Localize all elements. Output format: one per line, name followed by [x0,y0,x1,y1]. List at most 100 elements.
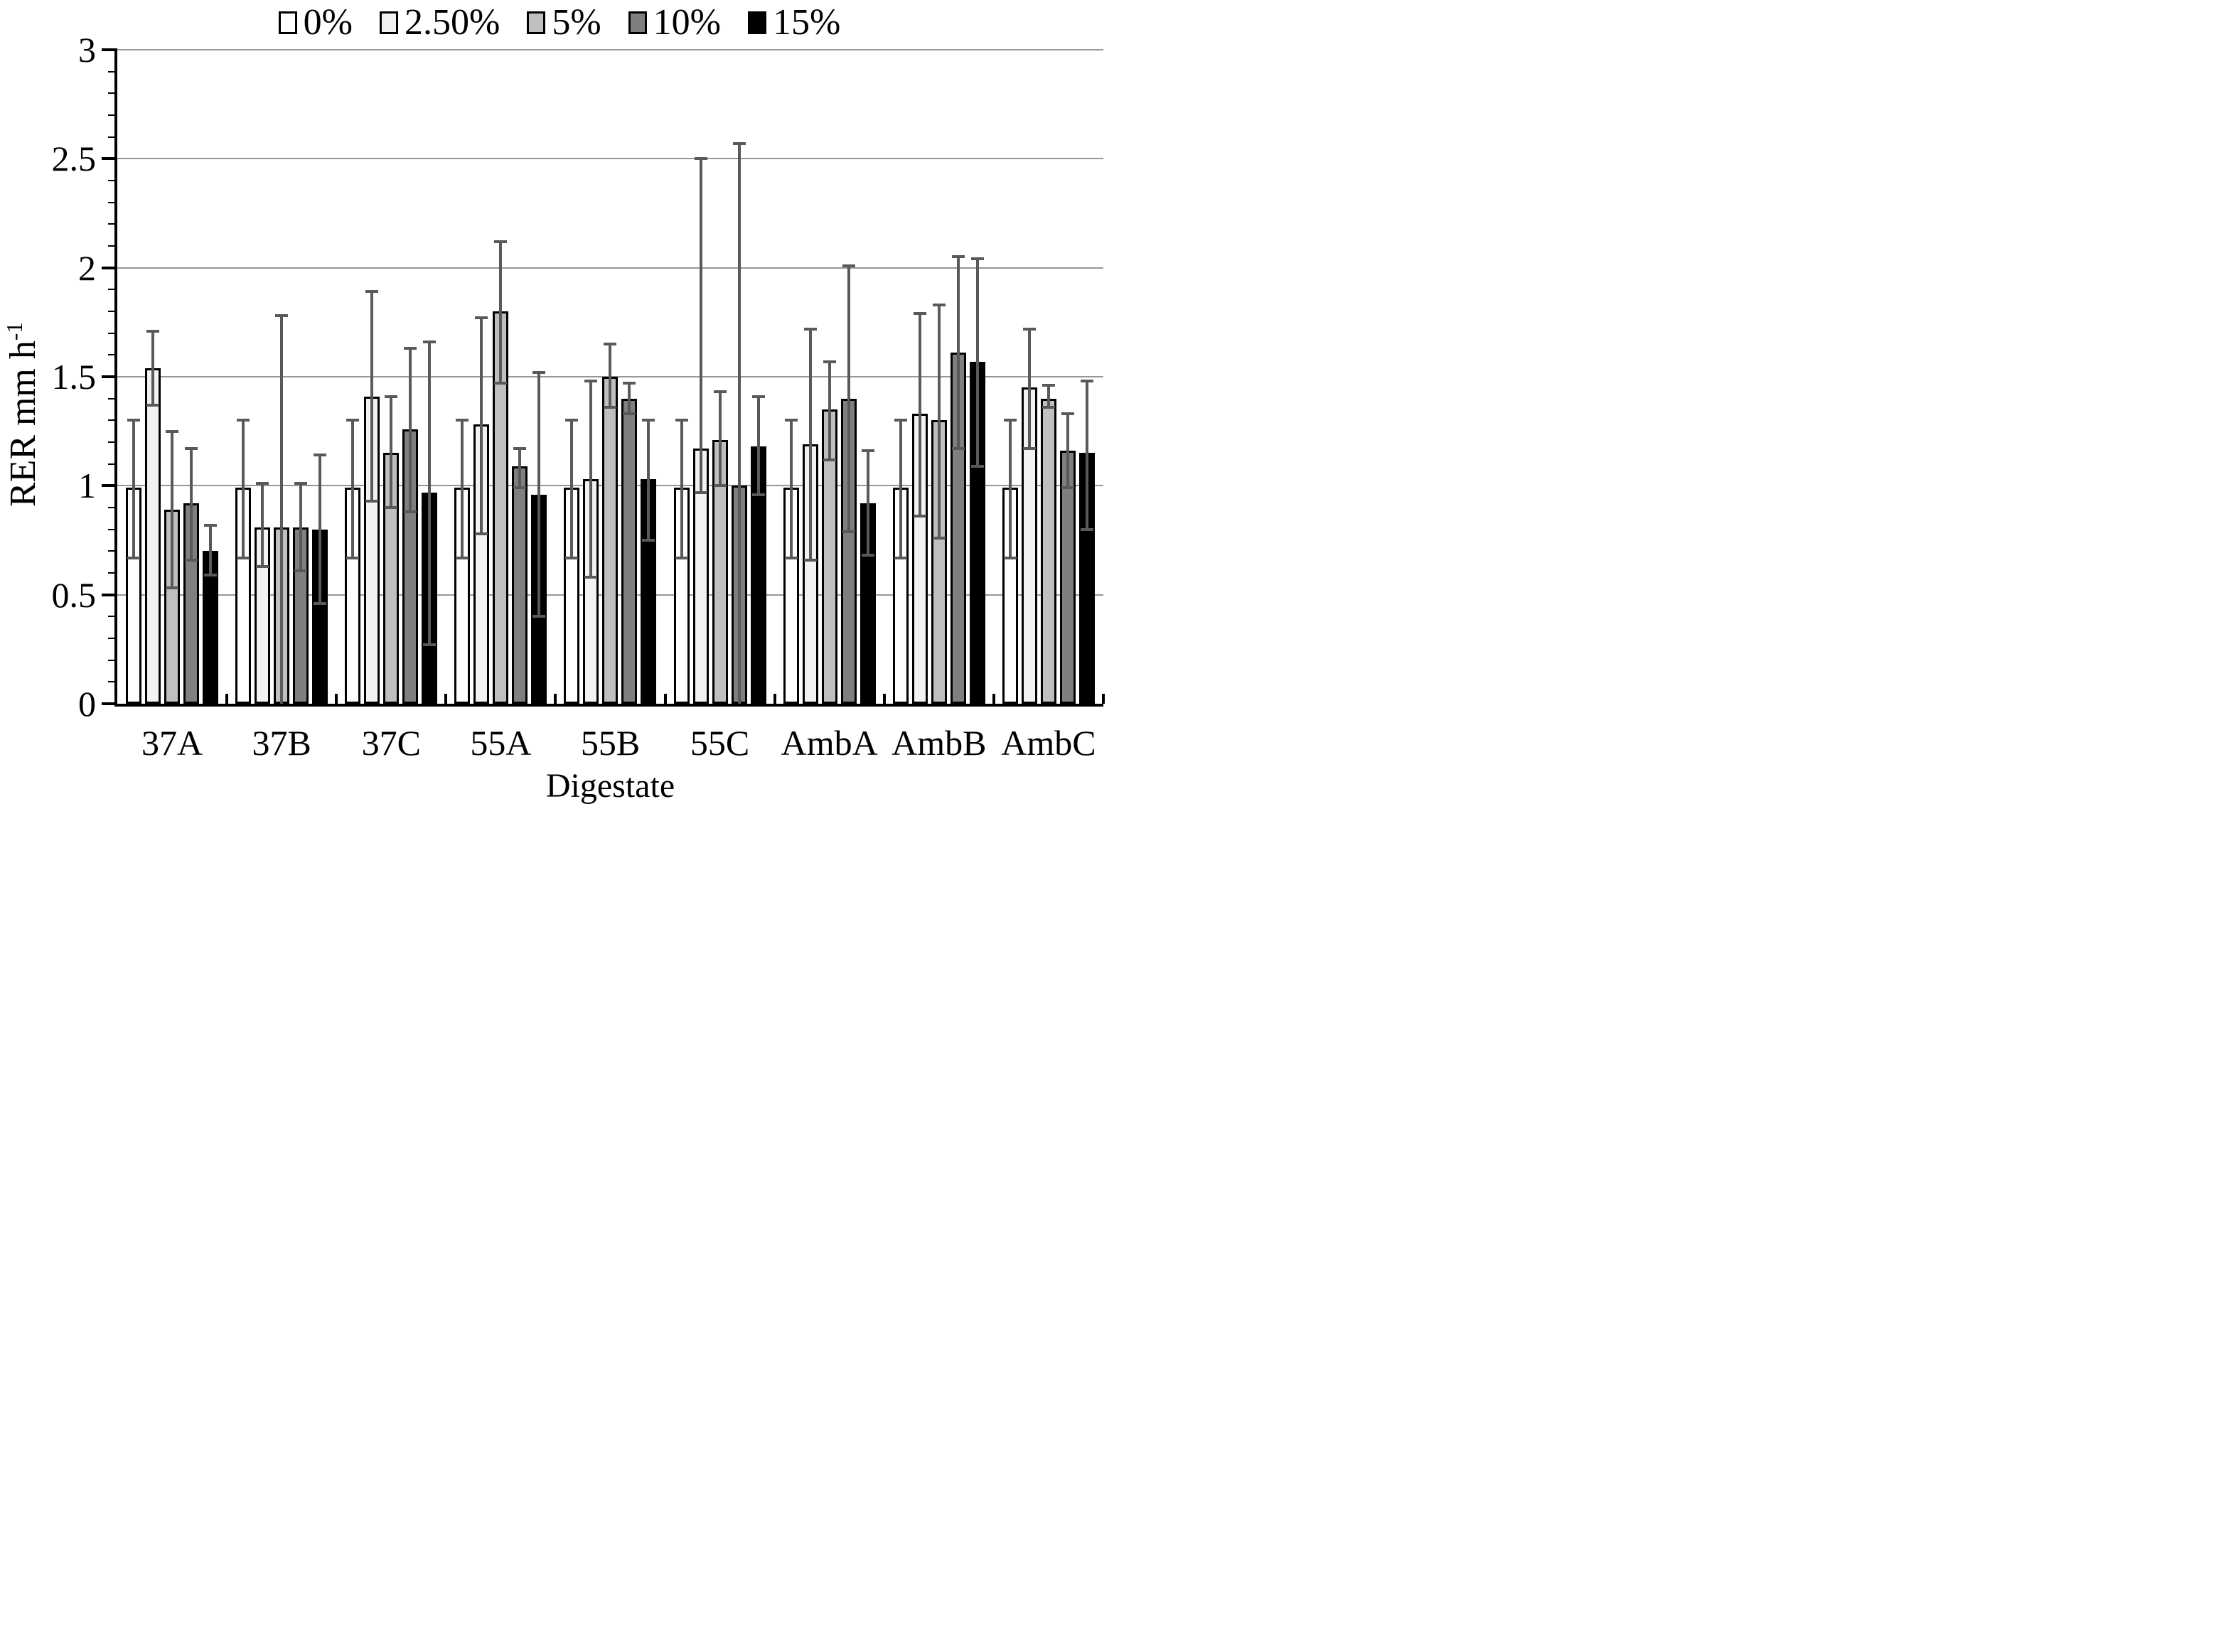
error-bar-top-cap [237,419,250,422]
error-bar-bottom-cap [713,484,727,488]
y-axis-title-superscript: -1 [1,322,27,341]
error-bar-bottom-cap [204,574,218,577]
error-bar [628,383,631,414]
error-bar-bottom-cap [346,556,360,559]
error-bar [409,348,412,513]
x-tick-label-37C: 37C [361,723,421,763]
error-bar-top-cap [694,157,707,161]
error-bar-top-cap [1080,380,1093,383]
error-bar [1046,385,1050,407]
x-boundary-tick [444,694,448,704]
error-bar [589,381,593,578]
x-tick-label-37A: 37A [141,723,203,763]
error-bar [1066,414,1069,488]
error-bar [499,241,503,384]
x-tick-label-55C: 55C [690,723,750,763]
error-bar-top-cap [256,482,269,486]
y-axis-title: RER mm h-1 [1,201,44,628]
bar-cell [1078,50,1095,704]
bar-group-55B [555,50,665,704]
error-bar [718,392,722,486]
error-bar [918,313,921,517]
error-bar [937,304,941,538]
error-bar-bottom-cap [803,558,817,562]
bar-cell [145,50,161,704]
x-axis [114,704,1103,707]
error-bar [318,455,322,604]
bar-10%-55A [512,466,528,704]
error-bar-top-cap [584,380,598,383]
y-axis [114,50,117,707]
y-tick-label: 3 [78,30,96,70]
legend-label: 10% [653,2,721,43]
legend-swatch [278,11,297,34]
error-bar [808,328,812,560]
error-bar-top-cap [1022,327,1036,331]
y-minor-tick [108,528,117,530]
error-bar-top-cap [385,395,398,398]
y-minor-tick [108,550,117,552]
y-major-tick [102,48,117,51]
error-bar-bottom-cap [185,558,198,562]
error-bar-bottom-cap [932,536,946,540]
bar-cell [802,50,818,704]
error-bar-top-cap [314,454,327,457]
x-boundary-tick [992,694,995,704]
error-bar-bottom-cap [256,564,269,568]
error-bar-top-cap [732,141,746,145]
y-minor-tick [108,638,117,639]
error-bar-bottom-cap [146,403,160,407]
x-boundary-tick [773,694,776,704]
y-minor-tick [108,114,117,116]
bar-cell [602,50,619,704]
error-bar-bottom-cap [1080,527,1093,531]
error-bar-top-cap [127,419,141,422]
error-bar [518,449,522,488]
error-bar-bottom-cap [404,510,417,514]
gridline [117,49,1103,50]
y-minor-tick [108,245,117,247]
y-minor-tick [108,616,117,618]
x-boundary-tick [663,694,667,704]
error-bar [132,420,136,558]
x-boundary-tick [882,694,886,704]
bar-group-AmbC [994,50,1103,704]
error-bar [1027,328,1031,449]
error-bar [242,420,245,558]
x-tick-label-55B: 55B [580,723,641,763]
error-bar-bottom-cap [675,556,688,559]
error-bar-top-cap [951,255,965,259]
error-bar [570,420,574,558]
bar-cell [673,50,690,704]
bar-cell [931,50,947,704]
bar-5%-AmbC [1040,398,1056,704]
y-tick-label: 0 [78,684,96,724]
error-bar-top-cap [913,312,926,316]
bar-cell [255,50,271,704]
error-bar-top-cap [404,347,417,350]
y-tick-label: 0.5 [51,574,97,615]
bar-cell [840,50,857,704]
error-bar-top-cap [456,419,469,422]
rer-bar-chart: 0% 2.50% 5% 10% 15% 37A 37B 37C 55A 55B 55C AmbA Am… [0,0,1119,826]
error-bar-top-cap [565,419,579,422]
bar-cell [493,50,509,704]
error-bar-top-cap [1061,412,1074,416]
gridline [117,158,1103,160]
y-axis-title-text: RER mm h [3,340,44,508]
legend-swatch [628,11,647,34]
error-bar-top-cap [675,419,688,422]
legend-label: 15% [772,2,841,43]
error-bar-top-cap [751,395,765,398]
error-bar-bottom-cap [894,556,907,559]
error-bar-top-cap [513,447,527,451]
error-bar-top-cap [423,340,437,343]
bar-cell [1002,50,1018,704]
error-bar-bottom-cap [642,539,655,542]
y-minor-tick [108,397,117,399]
error-bar-top-cap [842,264,855,267]
bar-cell [345,50,361,704]
error-bar-bottom-cap [842,530,855,533]
y-minor-tick [108,659,117,661]
error-bar [537,372,541,617]
